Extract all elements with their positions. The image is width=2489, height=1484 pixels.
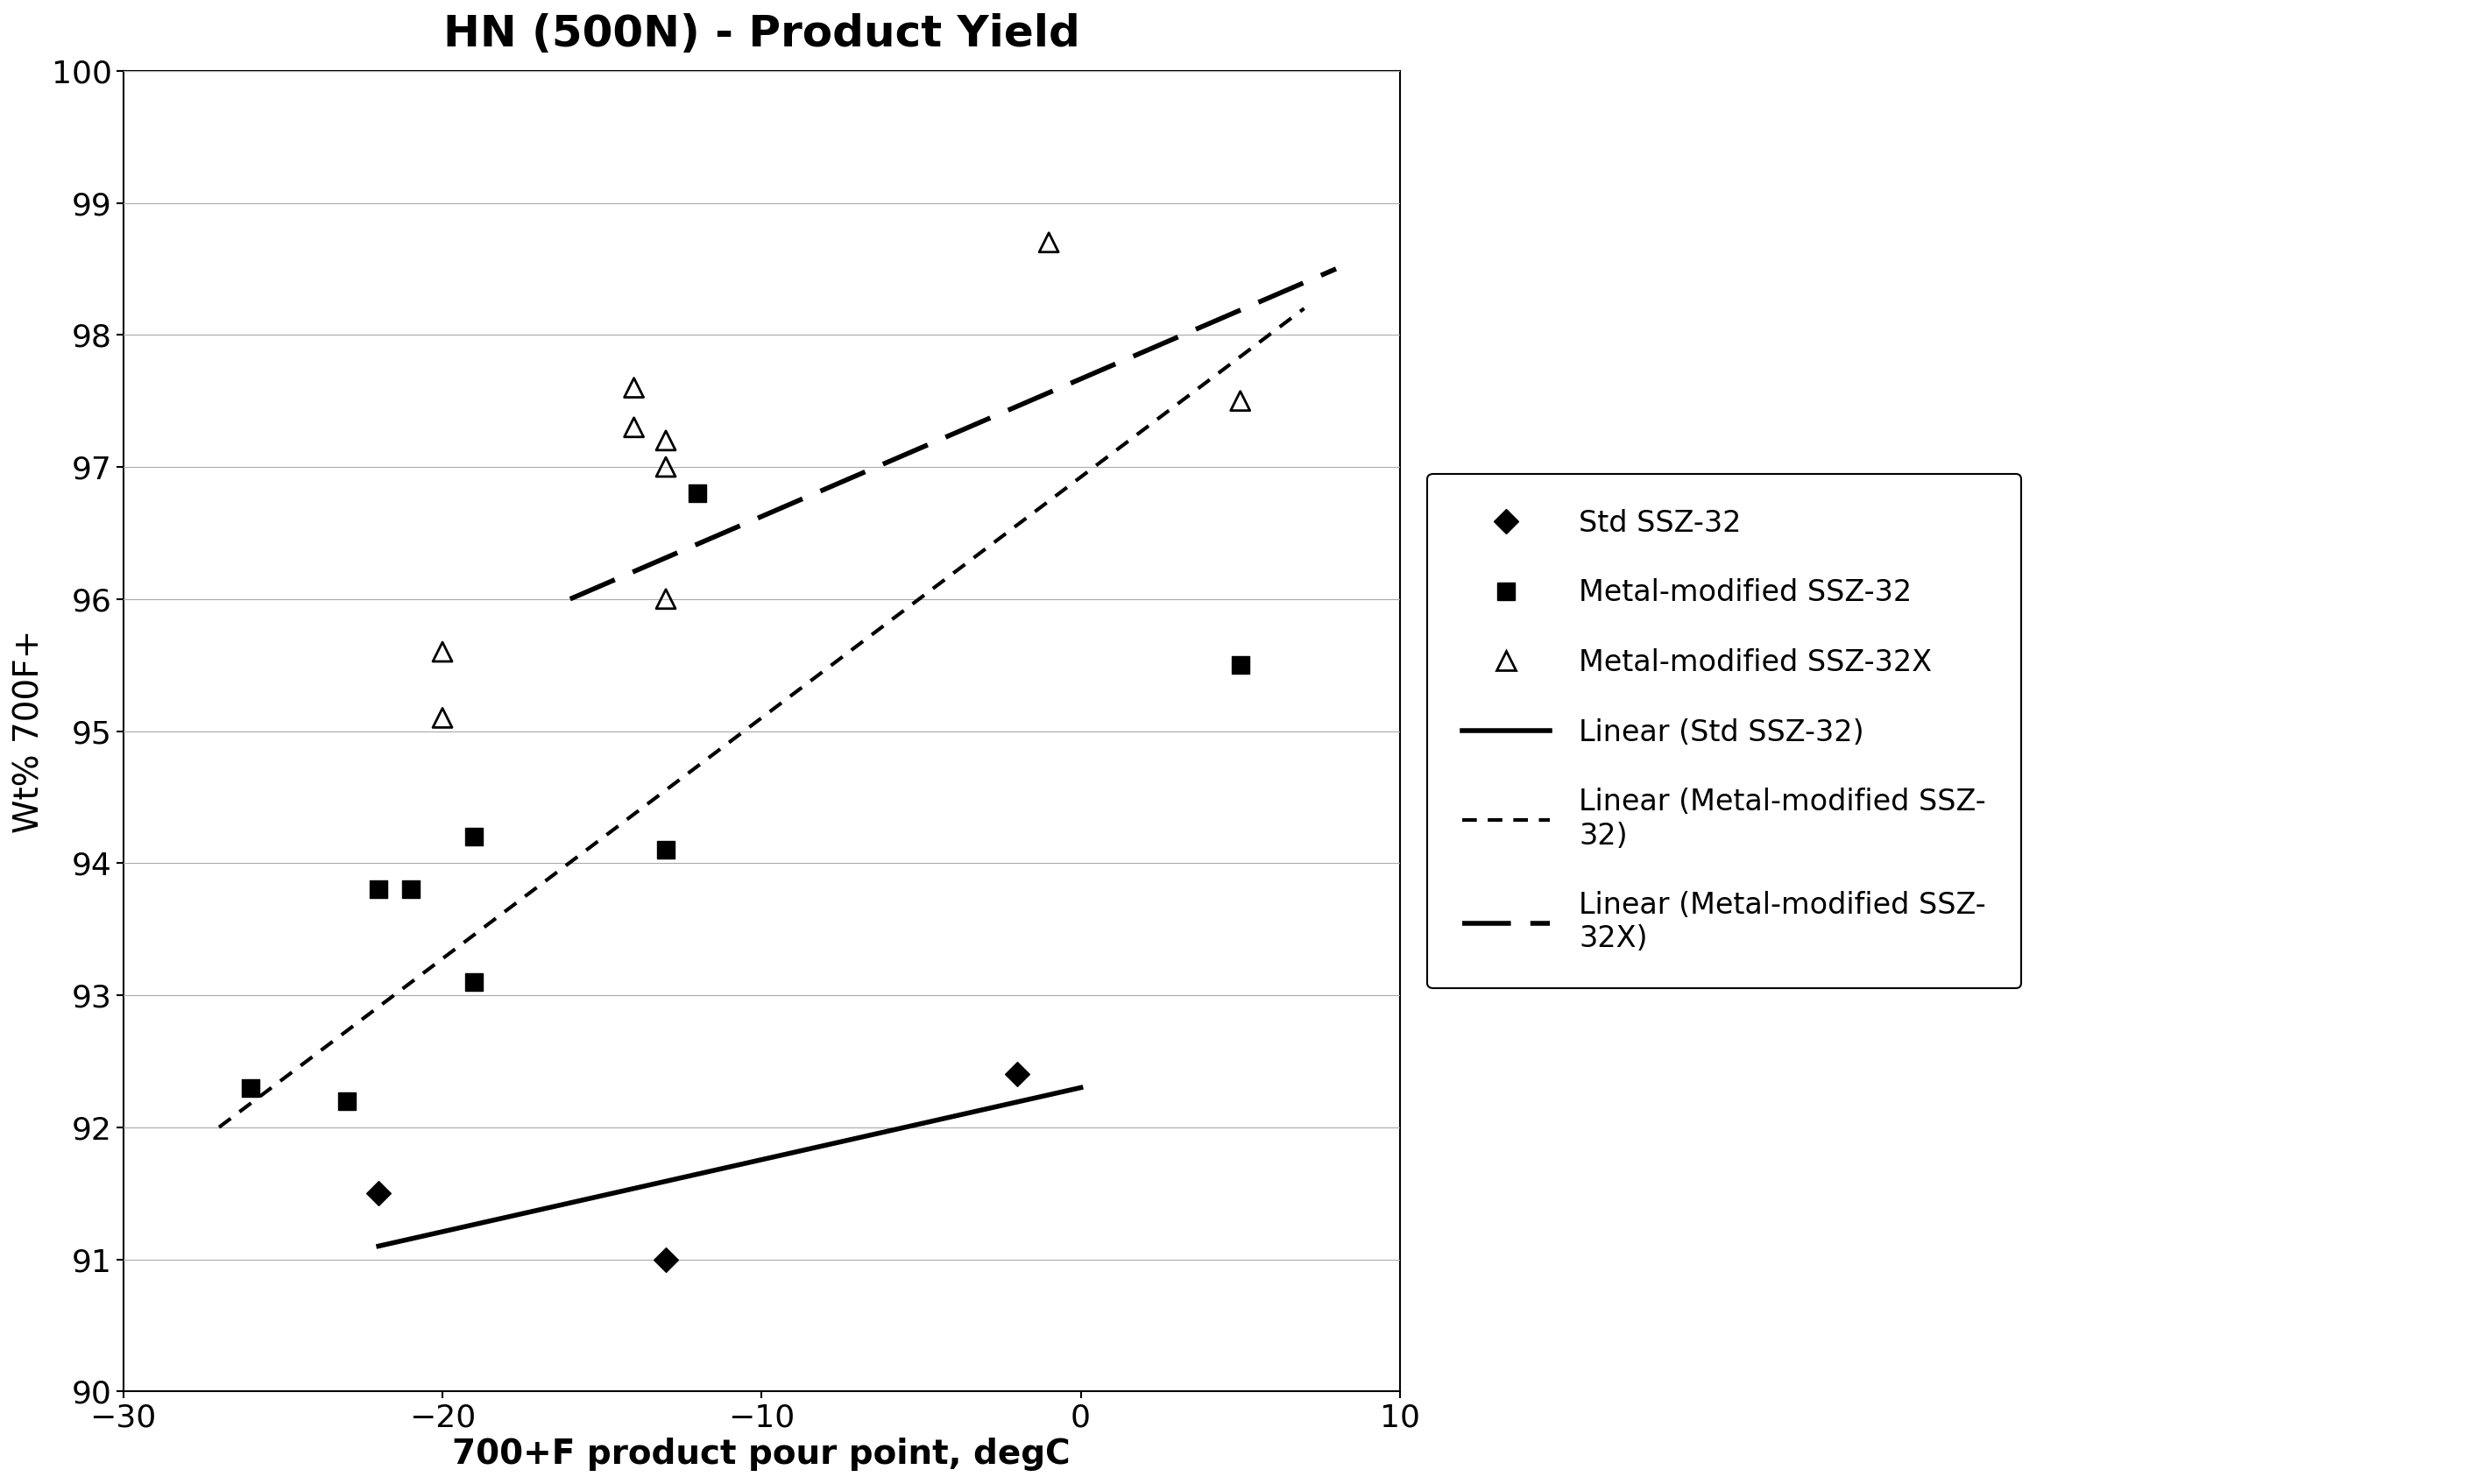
Title: HN (500N) - Product Yield: HN (500N) - Product Yield xyxy=(443,13,1080,55)
Point xyxy=(647,588,687,611)
Point xyxy=(647,838,687,862)
Point xyxy=(1220,389,1259,413)
Point xyxy=(391,877,431,901)
Point xyxy=(647,429,687,453)
X-axis label: 700+F product pour point, degC: 700+F product pour point, degC xyxy=(453,1438,1070,1471)
Point xyxy=(615,375,655,399)
Point xyxy=(423,640,463,663)
Point xyxy=(1028,230,1068,254)
Point xyxy=(1220,653,1259,677)
Point xyxy=(455,971,495,994)
Point xyxy=(647,1248,687,1272)
Point xyxy=(358,877,398,901)
Point xyxy=(455,825,495,849)
Point xyxy=(423,706,463,730)
Y-axis label: Wt% 700F+: Wt% 700F+ xyxy=(12,629,47,833)
Point xyxy=(231,1076,271,1100)
Point xyxy=(647,456,687,479)
Point xyxy=(677,481,717,505)
Legend: Std SSZ-32, Metal-modified SSZ-32, Metal-modified SSZ-32X, Linear (Std SSZ-32), : Std SSZ-32, Metal-modified SSZ-32, Metal… xyxy=(1426,473,2021,988)
Point xyxy=(998,1063,1038,1086)
Point xyxy=(326,1089,366,1113)
Point xyxy=(358,1181,398,1205)
Point xyxy=(615,416,655,439)
